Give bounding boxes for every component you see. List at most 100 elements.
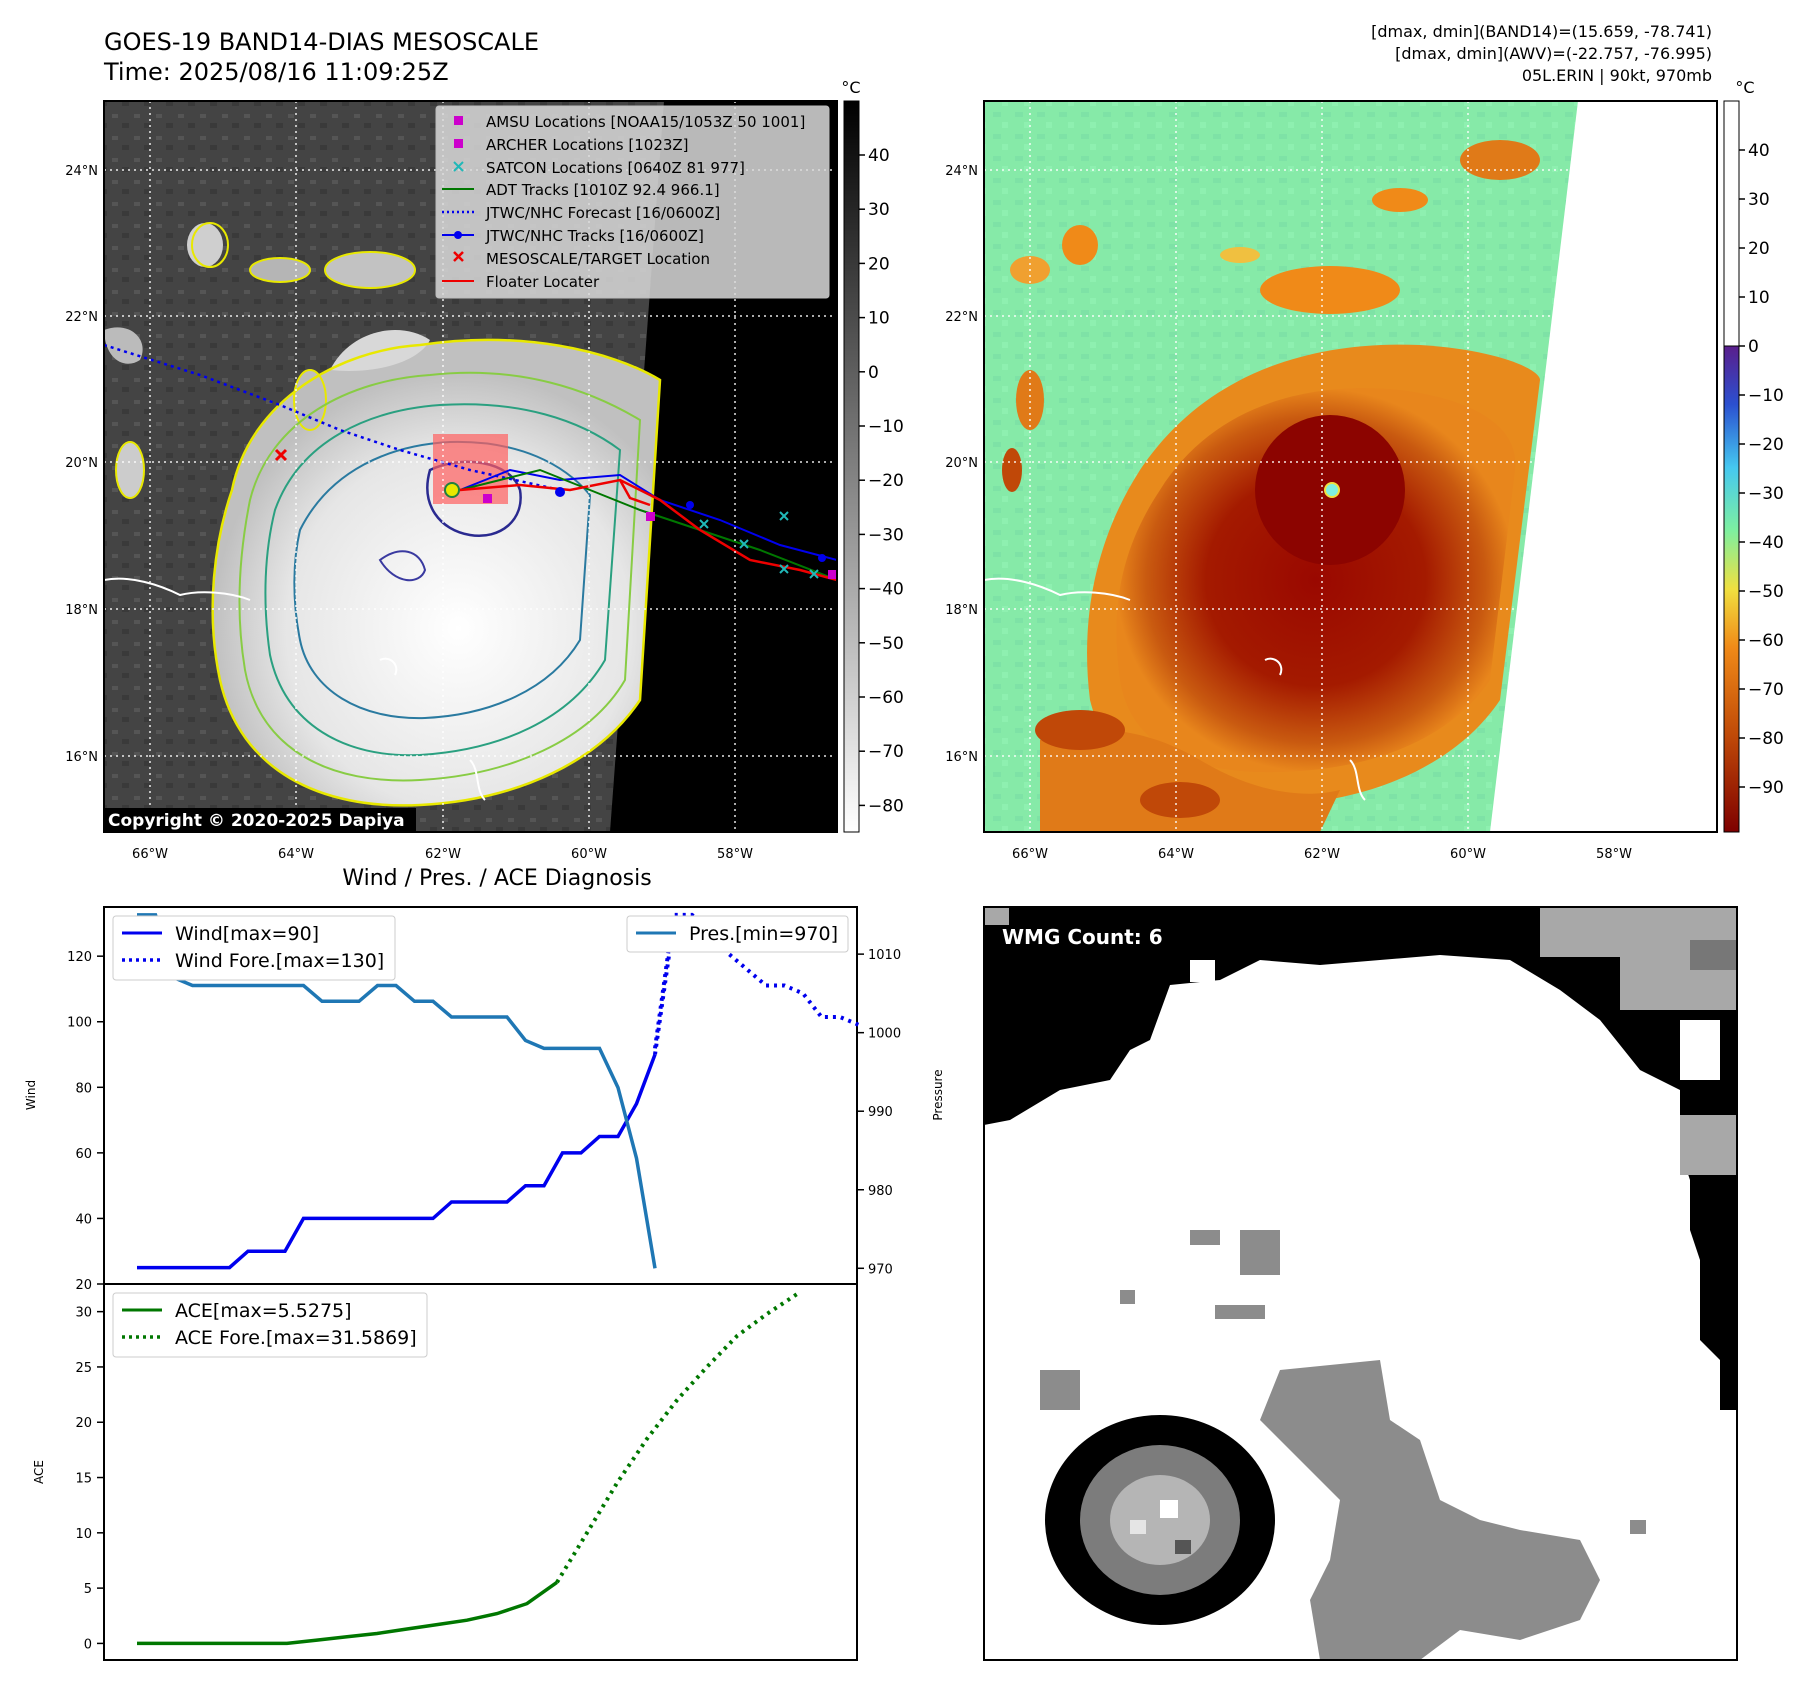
wind-tick-label: 60	[75, 1147, 92, 1162]
diag-title: Wind / Pres. / ACE Diagnosis	[342, 866, 651, 891]
gray-colorbar-tick-label: 40	[868, 146, 890, 166]
color-colorbar-tick-label: −20	[1748, 435, 1784, 455]
wind-pressure-panel: 20 40 60 80 100 120 970 980 990 1000 1010 Wind Pr…	[24, 906, 945, 1293]
wind-tick-label: 40	[75, 1212, 92, 1227]
ace-tick-label: 15	[75, 1472, 92, 1487]
tr-lon-66: 66°W	[1012, 847, 1048, 862]
tr-lat-18: 18°N	[945, 603, 978, 618]
tr-lat-labels: 24°N 22°N 20°N 18°N 16°N	[945, 164, 978, 765]
figure-time: Time: 2025/08/16 11:09:25Z	[103, 58, 449, 86]
tr-lon-62: 62°W	[1304, 847, 1340, 862]
pressure-legend	[626, 915, 849, 953]
tl-lat-16: 16°N	[65, 750, 98, 765]
wind-line	[137, 1053, 657, 1270]
tl-lon-62: 62°W	[425, 847, 461, 862]
color-colorbar-tick-label: −90	[1748, 778, 1784, 798]
wind-tick-label: 100	[67, 1016, 92, 1031]
tl-lat-18: 18°N	[65, 603, 98, 618]
gray-colorbar-tick-label: −10	[868, 417, 904, 437]
legend-tracks-dot	[454, 231, 462, 239]
map-legend: AMSU Locations [NOAA15/1053Z 50 1001] AR…	[435, 105, 830, 299]
color-colorbar-tick-label: 30	[1748, 190, 1770, 210]
color-colorbar-tick-label: −30	[1748, 484, 1784, 504]
tr-lat-20: 20°N	[945, 456, 978, 471]
color-colorbar-tick-label: −50	[1748, 582, 1784, 602]
gray-colorbar-tick-label: −30	[868, 525, 904, 545]
legend-forecast: JTWC/NHC Forecast [16/0600Z]	[485, 204, 720, 222]
ace-forecast-line	[555, 1292, 799, 1584]
ace-tick-label: 20	[75, 1416, 92, 1431]
gray-colorbar-tick-label: −50	[868, 634, 904, 654]
pressure-tick-label: 970	[868, 1262, 893, 1277]
pressure-tick-label: 980	[868, 1184, 893, 1199]
wind-tick-label: 120	[67, 950, 92, 965]
wind-legend-forecast: Wind Fore.[max=130]	[175, 950, 384, 972]
color-colorbar-tick-label: −10	[1748, 386, 1784, 406]
color-colorbar-tick-label: 10	[1748, 288, 1770, 308]
color-colorbar-tick-label: −60	[1748, 631, 1784, 651]
wmg-count: WMG Count: 6	[1002, 925, 1163, 949]
ace-tick-label: 30	[75, 1306, 92, 1321]
legend-archer: ARCHER Locations [1023Z]	[486, 136, 689, 154]
copyright: Copyright © 2020-2025 Dapiya	[108, 811, 405, 831]
pressure-line	[137, 913, 657, 1269]
legend-adt: ADT Tracks [1010Z 92.4 966.1]	[486, 181, 720, 199]
color-colorbar-tick-label: −70	[1748, 680, 1784, 700]
color-colorbar-tick-label: 20	[1748, 239, 1770, 259]
gray-colorbar-tick-label: −20	[868, 471, 904, 491]
ace-tick-label: 10	[75, 1527, 92, 1542]
ace-legend-observed: ACE[max=5.5275]	[175, 1300, 352, 1322]
ace-axis-label: ACE	[32, 1460, 46, 1484]
figure-title: GOES-19 BAND14-DIAS MESOSCALE	[104, 28, 539, 56]
legend-target: MESOSCALE/TARGET Location	[486, 250, 710, 268]
awv-range: [dmax, dmin](AWV)=(-22.757, -76.995)	[1395, 44, 1712, 63]
tl-lat-20: 20°N	[65, 456, 98, 471]
legend-satcon: SATCON Locations [0640Z 81 977]	[486, 159, 745, 177]
color-colorbar: °C 40 30 20 10 0 −10 −20 −30 −40 −50 −60 −70 −80 −90	[1723, 78, 1784, 833]
tl-lon-60: 60°W	[571, 847, 607, 862]
tl-lon-64: 64°W	[278, 847, 314, 862]
gray-colorbar-tick-label: −60	[868, 688, 904, 708]
legend-satcon-marker	[453, 161, 464, 172]
wind-tick-label: 80	[75, 1081, 92, 1096]
gray-colorbar-tick-label: −40	[868, 580, 904, 600]
tr-lon-60: 60°W	[1450, 847, 1486, 862]
tl-lon-66: 66°W	[132, 847, 168, 862]
ir-color-map	[983, 100, 1718, 833]
pressure-legend-label: Pres.[min=970]	[689, 923, 838, 945]
color-colorbar-unit: °C	[1735, 78, 1754, 97]
gray-colorbar-tick-label: 20	[868, 254, 890, 274]
wind-forecast-line	[653, 923, 676, 1055]
ir-gray-map: Copyright © 2020-2025 Dapiya AMSU Locati…	[103, 100, 838, 833]
wind-axis-label: Wind	[24, 1080, 38, 1110]
tl-lat-24: 24°N	[65, 164, 98, 179]
tr-lat-22: 22°N	[945, 310, 978, 325]
ace-legend-forecast: ACE Fore.[max=31.5869]	[175, 1327, 417, 1349]
legend-floater: Floater Locater	[486, 273, 600, 291]
wind-legend	[112, 915, 396, 981]
ace-line	[137, 1580, 559, 1646]
legend-target-marker	[453, 251, 464, 262]
color-colorbar-tick-label: −80	[1748, 729, 1784, 749]
gray-colorbar: °C 40 30 20 10 0 −10 −20 −30 −40 −50 −60 −70 −80	[841, 78, 904, 833]
color-colorbar-tick-label: −40	[1748, 533, 1784, 553]
tr-lon-58: 58°W	[1596, 847, 1632, 862]
tl-lat-22: 22°N	[65, 310, 98, 325]
legend-amsu-marker	[454, 116, 463, 125]
gray-colorbar-tick-label: −70	[868, 742, 904, 762]
wmg-panel: WMG Count: 6	[983, 906, 1738, 1661]
tl-lon-58: 58°W	[717, 847, 753, 862]
pressure-axis-label: Pressure	[931, 1069, 945, 1120]
storm-info: 05L.ERIN | 90kt, 970mb	[1522, 66, 1712, 85]
legend-archer-marker	[454, 139, 463, 148]
color-colorbar-tick-label: 40	[1748, 141, 1770, 161]
ace-tick-label: 0	[84, 1637, 92, 1652]
wind-tick-label: 20	[75, 1278, 92, 1293]
legend-tracks: JTWC/NHC Tracks [16/0600Z]	[485, 227, 704, 245]
color-colorbar-tick-label: 0	[1748, 337, 1759, 357]
band14-range: [dmax, dmin](BAND14)=(15.659, -78.741)	[1371, 22, 1712, 41]
gray-colorbar-tick-label: −80	[868, 796, 904, 816]
ace-tick-label: 5	[84, 1582, 92, 1597]
wind-legend-observed: Wind[max=90]	[175, 923, 319, 945]
